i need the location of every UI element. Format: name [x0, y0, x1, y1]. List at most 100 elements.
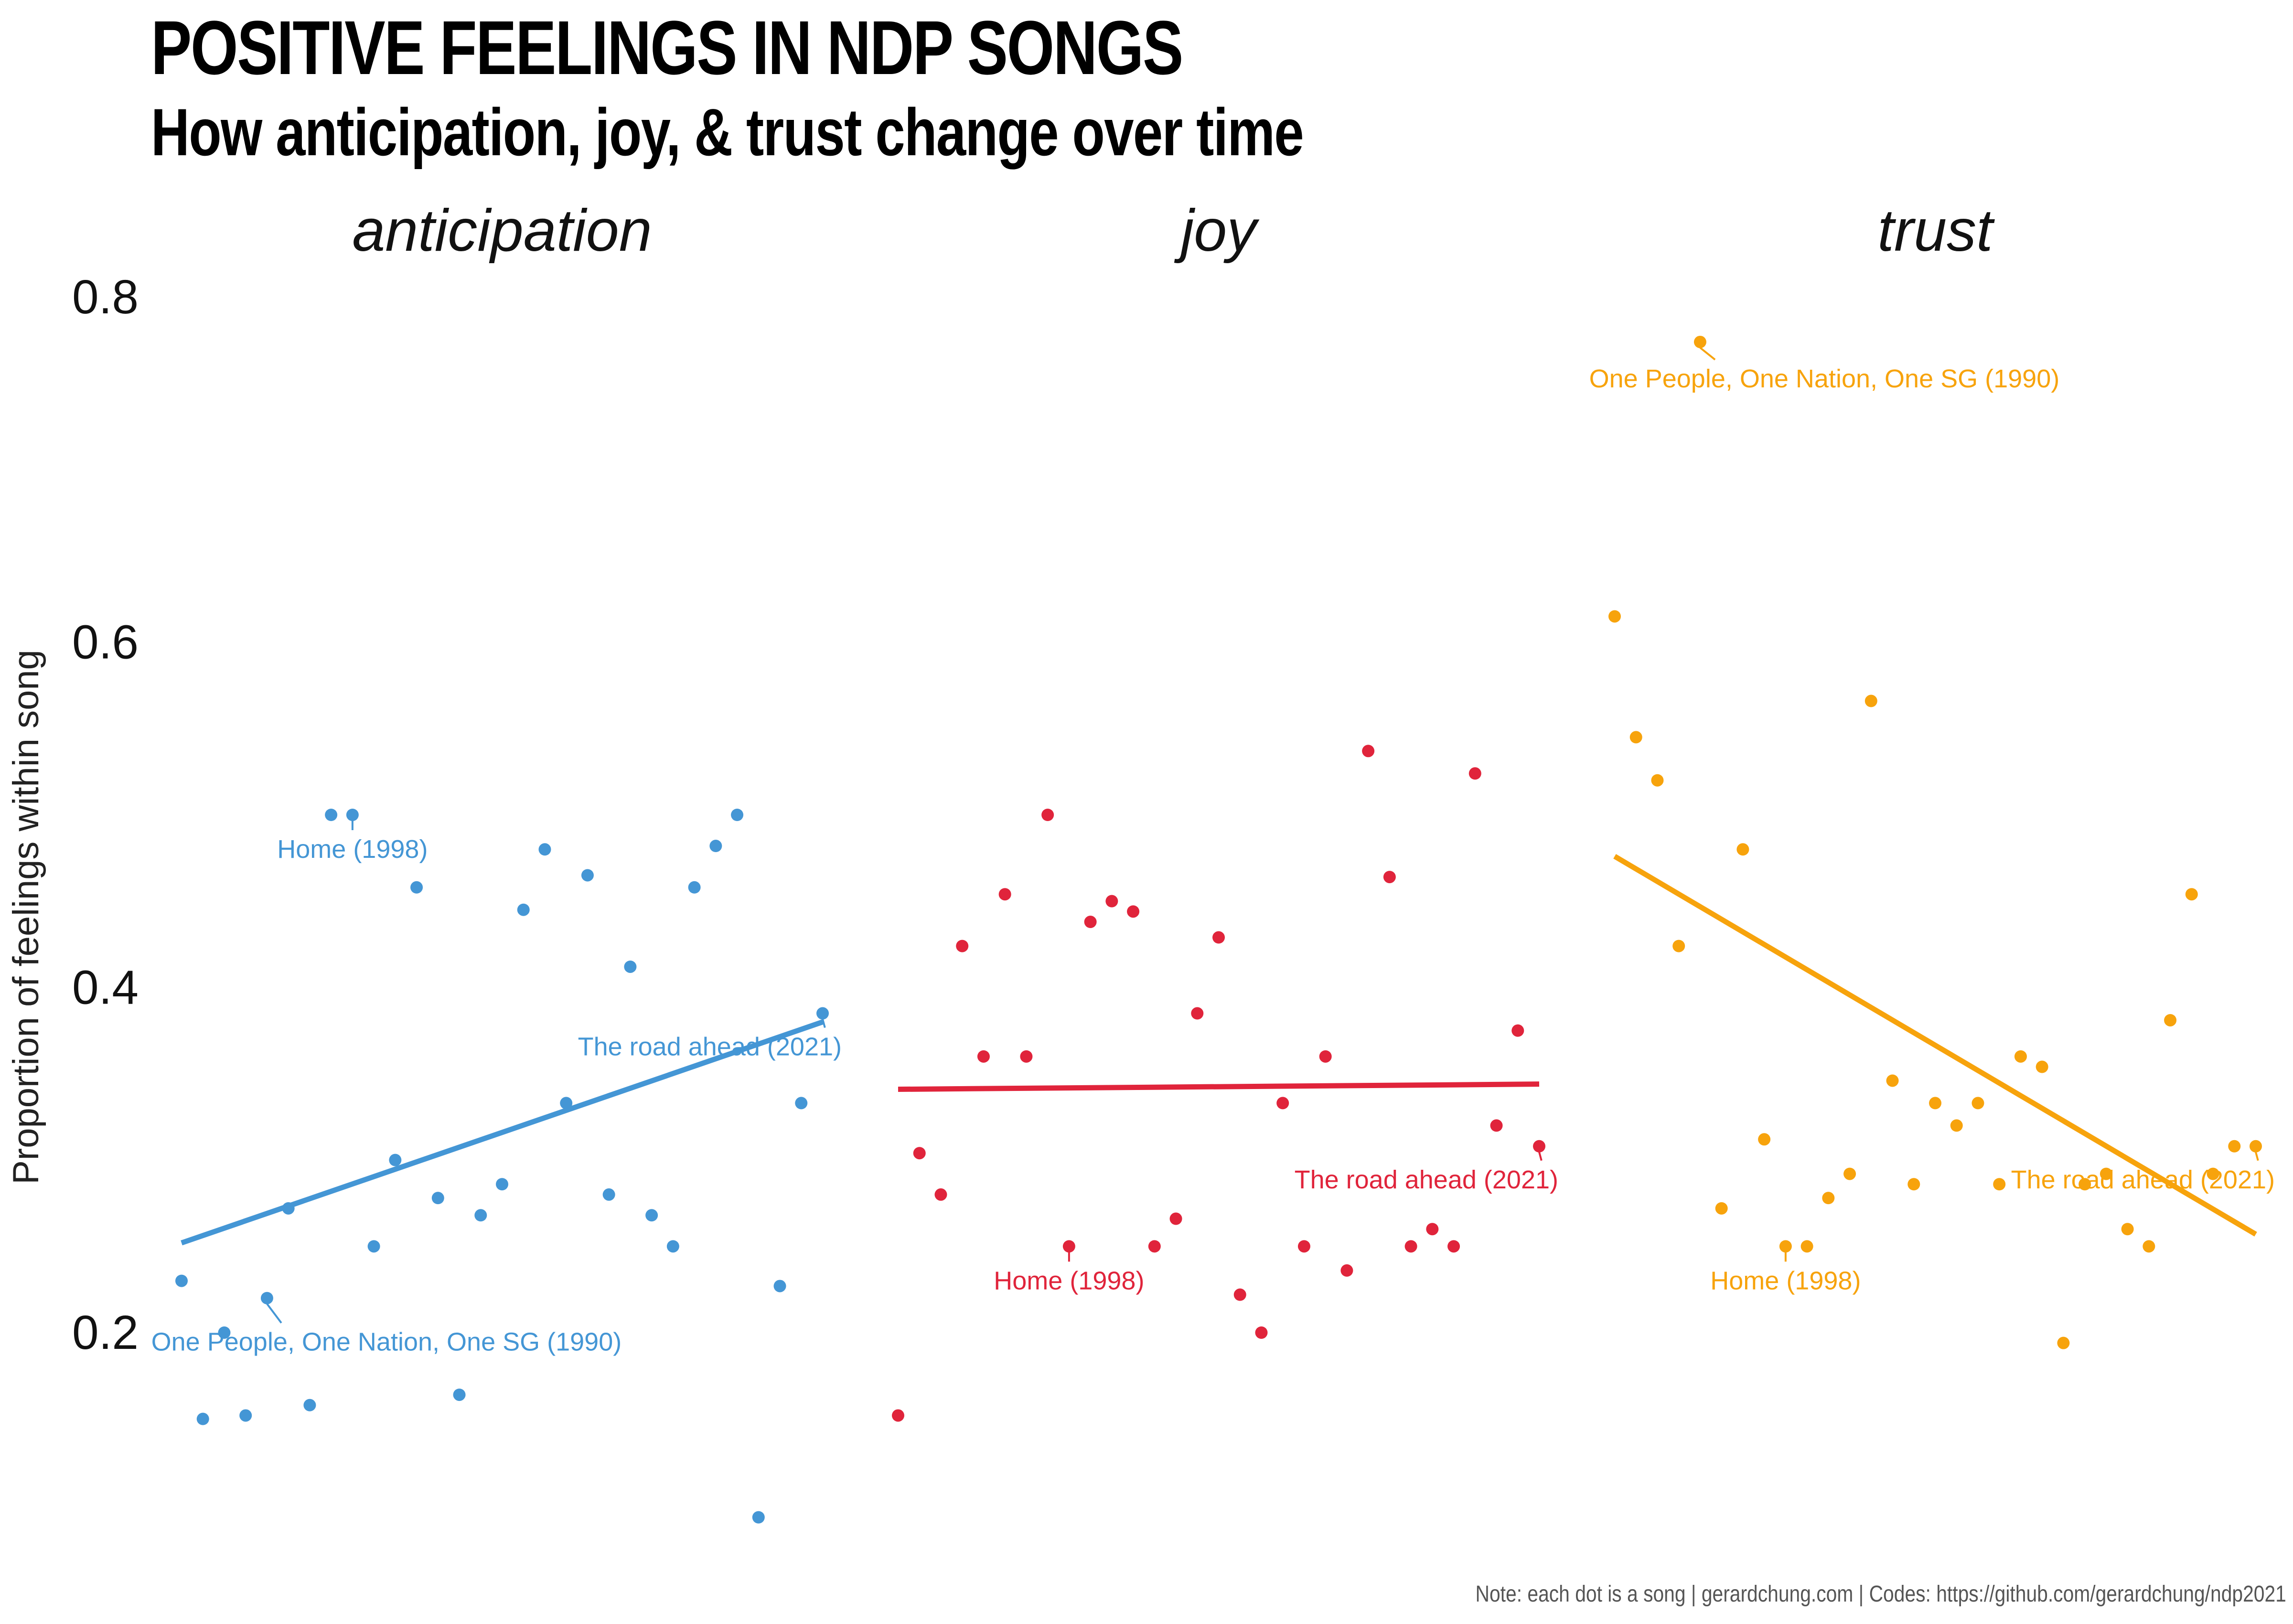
y-tick-label: 0.6 — [72, 616, 139, 669]
data-point — [1993, 1178, 2006, 1191]
annotation-label: One People, One Nation, One SG (1990) — [151, 1328, 622, 1357]
facet-label: anticipation — [352, 198, 652, 264]
annotation-label: Home (1998) — [1710, 1266, 1861, 1295]
data-point — [1276, 1097, 1289, 1110]
data-point — [1319, 1050, 1332, 1063]
data-point — [1693, 335, 1706, 348]
data-point — [1843, 1167, 1856, 1180]
data-point — [1404, 1240, 1417, 1253]
data-point — [560, 1097, 573, 1110]
panel-trust: trust One People, One Nation, One SG (199… — [1589, 198, 2275, 1349]
data-point — [1629, 731, 1642, 744]
data-point — [2143, 1240, 2155, 1253]
data-point — [1105, 895, 1118, 908]
data-point — [2079, 1178, 2091, 1191]
data-point — [709, 840, 722, 853]
data-point — [1950, 1119, 1963, 1132]
annotation-leader — [1699, 347, 1716, 361]
panel-joy: joy Home (1998) The road ahead (2021) — [892, 198, 1558, 1422]
annotation-leader — [1538, 1152, 1543, 1161]
trend-line — [1613, 854, 2257, 1237]
data-point — [645, 1209, 658, 1222]
data-point — [1127, 905, 1140, 918]
annotation-label: One People, One Nation, One SG (1990) — [1589, 364, 2060, 393]
data-point — [2036, 1060, 2048, 1073]
facet-label: joy — [1174, 198, 1260, 264]
data-point — [1426, 1223, 1439, 1236]
data-point — [431, 1192, 444, 1205]
annotation-label: The road ahead (2021) — [1295, 1165, 1558, 1194]
data-point — [1468, 767, 1481, 780]
data-point — [1800, 1240, 1813, 1253]
data-point — [1907, 1178, 1920, 1191]
data-point — [2014, 1050, 2027, 1063]
data-point — [2164, 1014, 2177, 1026]
data-point — [2121, 1223, 2134, 1236]
data-point — [892, 1409, 904, 1422]
data-point — [453, 1389, 466, 1401]
data-point — [1212, 931, 1225, 944]
annotation-leader — [266, 1303, 282, 1324]
data-point — [1255, 1326, 1268, 1339]
data-point — [367, 1240, 380, 1253]
data-point — [602, 1188, 615, 1201]
data-point — [282, 1202, 295, 1215]
data-point — [389, 1154, 402, 1166]
data-point — [581, 869, 594, 882]
annotation-label: The road ahead (2021) — [2011, 1165, 2275, 1194]
data-point — [977, 1050, 990, 1063]
data-point — [1822, 1192, 1835, 1205]
data-point — [816, 1007, 829, 1020]
annotation-label: Home (1998) — [994, 1266, 1144, 1295]
data-point — [956, 940, 969, 952]
y-tick-label: 0.2 — [72, 1306, 139, 1359]
trend-line — [898, 1081, 1540, 1092]
chart-title: POSITIVE FEELINGS IN NDP SONGS — [151, 5, 1183, 90]
data-point — [1490, 1119, 1503, 1132]
y-tick-label: 0.8 — [72, 270, 139, 324]
chart-caption: Note: each dot is a song | gerardchung.c… — [1475, 1581, 2286, 1607]
data-point — [196, 1412, 209, 1425]
data-point — [1362, 745, 1375, 758]
data-point — [1715, 1202, 1728, 1215]
data-point — [496, 1178, 508, 1191]
data-point — [913, 1147, 926, 1160]
panel-anticipation: anticipation Home (1998) The road ahead (2… — [151, 198, 842, 1524]
data-point — [1929, 1097, 1941, 1110]
data-point — [1779, 1240, 1792, 1253]
data-point — [1062, 1240, 1075, 1253]
data-point — [2185, 888, 2198, 901]
data-point — [410, 881, 423, 894]
data-point — [795, 1097, 808, 1110]
data-point — [303, 1399, 316, 1411]
data-point — [175, 1274, 188, 1287]
data-point — [934, 1188, 947, 1201]
data-point — [1608, 610, 1621, 623]
data-point — [1169, 1212, 1182, 1225]
data-point — [2100, 1167, 2112, 1180]
data-point — [1191, 1007, 1204, 1020]
data-point — [1084, 916, 1097, 929]
data-point — [1340, 1264, 1353, 1277]
data-point — [624, 960, 637, 973]
data-point — [1020, 1050, 1033, 1063]
data-point — [1148, 1240, 1161, 1253]
data-point — [2207, 1167, 2219, 1180]
data-point — [688, 881, 701, 894]
data-point — [538, 843, 551, 856]
data-point — [1972, 1097, 1984, 1110]
data-point — [1041, 809, 1054, 821]
data-point — [1651, 774, 1664, 787]
data-point — [998, 888, 1011, 901]
data-point — [1758, 1133, 1771, 1146]
data-point — [2057, 1336, 2070, 1349]
data-point — [1447, 1240, 1460, 1253]
data-point — [1383, 871, 1396, 884]
data-point — [666, 1240, 679, 1253]
y-tick-label: 0.4 — [72, 961, 139, 1014]
data-point — [752, 1511, 765, 1524]
data-point — [731, 809, 744, 821]
annotation-label: The road ahead (2021) — [578, 1033, 842, 1061]
data-point — [239, 1409, 252, 1422]
